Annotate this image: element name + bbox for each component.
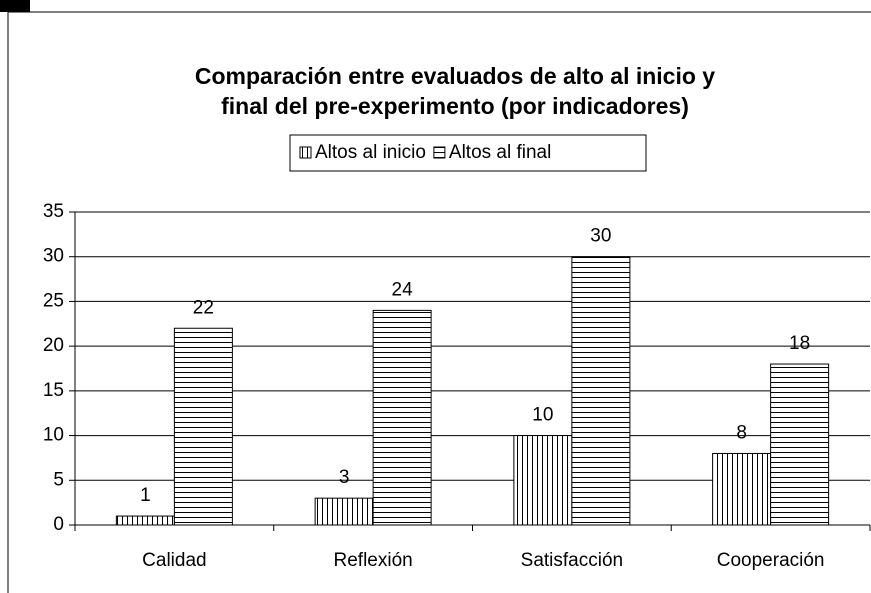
data-label: 22 [193,297,214,318]
bar [513,435,573,526]
y-tick-label: 25 [43,290,64,311]
x-tick-label: Calidad [142,550,206,571]
y-tick-label: 5 [53,469,64,490]
chart-title: Comparación entre evaluados de alto al i… [195,63,715,89]
legend-box [289,134,647,172]
bar [770,363,830,526]
data-label: 10 [532,405,553,426]
data-label: 3 [339,467,350,488]
legend-label: Altos al inicio [315,142,426,163]
y-tick-label: 10 [43,425,64,446]
legend-swatch [299,146,312,159]
chart-title: final del pre-experimento (por indicador… [221,93,689,119]
legend-swatch [433,146,446,159]
bar [372,309,432,526]
legend-label: Altos al final [449,142,551,163]
x-tick-label: Satisfacción [521,550,623,571]
y-tick-label: 35 [43,201,64,222]
data-label: 1 [140,485,151,506]
x-tick-label: Cooperación [717,550,825,571]
bar [712,452,772,526]
data-label: 18 [789,333,810,354]
y-tick-label: 0 [53,514,64,535]
data-label: 24 [392,279,414,300]
corner-mark [0,0,30,12]
bar [571,256,631,526]
bar [173,327,233,526]
bar [314,497,374,526]
bar [115,515,175,526]
data-label: 8 [736,422,747,443]
x-tick-label: Reflexión [334,550,413,571]
y-tick-label: 20 [43,335,64,356]
data-label: 30 [590,226,611,247]
y-tick-label: 15 [43,380,64,401]
y-tick-label: 30 [43,246,64,267]
